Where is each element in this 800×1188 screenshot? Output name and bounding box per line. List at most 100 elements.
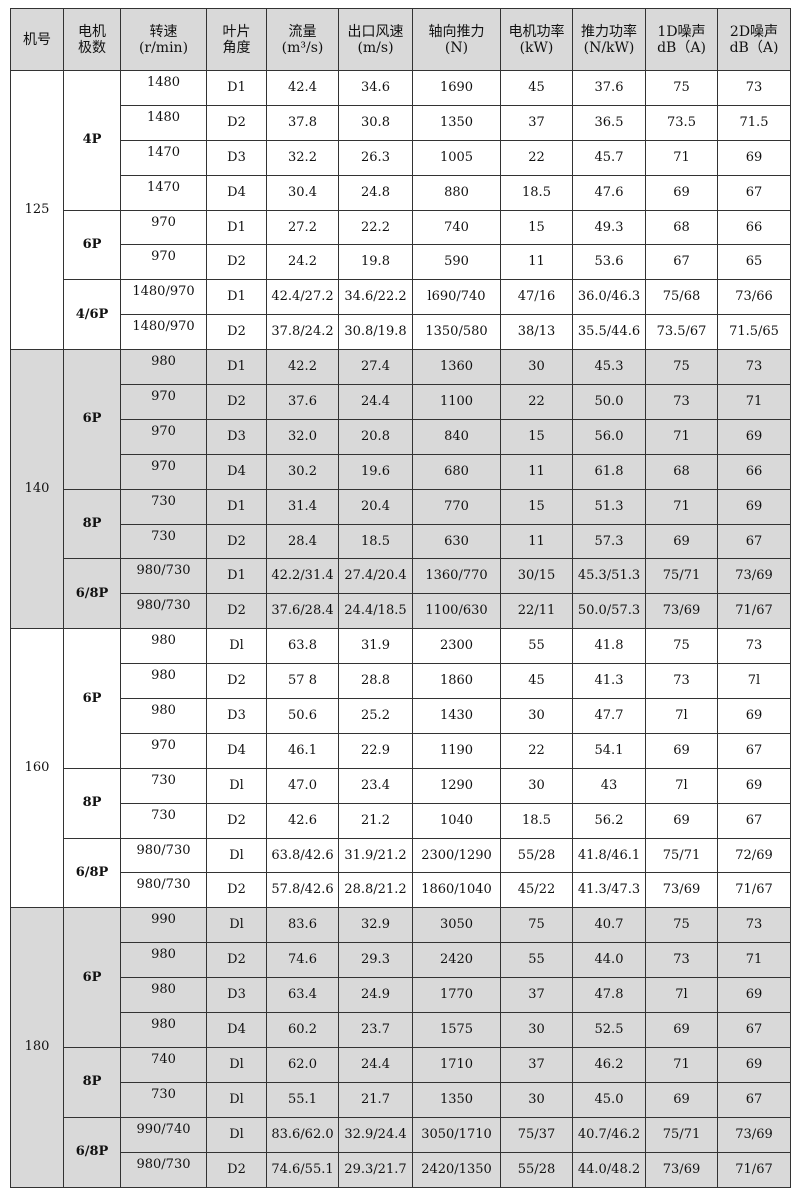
table-row: 980/730 D2 37.6/28.4 24.4/18.5 1100/630 22/11… bbox=[11, 593, 791, 630]
model-cell: 140 bbox=[10, 349, 64, 630]
blade-angle-cell: D1 bbox=[206, 349, 267, 386]
outlet-velocity-cell: 32.9/24.4 bbox=[338, 1116, 413, 1153]
table-row: 1470 D4 30.4 24.8 880 18.5 47.6 69 67 bbox=[11, 174, 791, 211]
noise-2d-cell: 67 bbox=[717, 732, 791, 769]
header-blade-angle: 叶片 角度 bbox=[206, 8, 267, 71]
thrust-power-cell: 54.1 bbox=[572, 732, 646, 769]
header-text: (r/min) bbox=[138, 39, 189, 56]
axial-thrust-cell: 680 bbox=[412, 453, 501, 490]
header-flow: 流量 (m³/s) bbox=[266, 8, 339, 71]
axial-thrust-cell: 740 bbox=[412, 209, 501, 246]
speed-cell: 1480 bbox=[120, 104, 207, 141]
flow-cell: 32.0 bbox=[266, 418, 339, 455]
noise-2d-cell: 69 bbox=[717, 488, 791, 525]
poles-cell: 6P bbox=[63, 209, 121, 281]
noise-1d-cell: 73/69 bbox=[645, 593, 718, 630]
noise-1d-cell: 75/71 bbox=[645, 837, 718, 874]
noise-1d-cell: 71 bbox=[645, 488, 718, 525]
flow-cell: 37.8 bbox=[266, 104, 339, 141]
table-row: 1480 D2 37.8 30.8 1350 37 36.5 73.5 71.5 bbox=[11, 104, 791, 141]
noise-1d-cell: 71 bbox=[645, 139, 718, 176]
noise-1d-cell: 73 bbox=[645, 942, 718, 979]
thrust-power-cell: 45.7 bbox=[572, 139, 646, 176]
speed-cell: 730 bbox=[120, 1081, 207, 1118]
flow-cell: 50.6 bbox=[266, 698, 339, 734]
noise-1d-cell: 75/71 bbox=[645, 558, 718, 595]
outlet-velocity-cell: 21.2 bbox=[338, 802, 413, 839]
flow-cell: 32.2 bbox=[266, 139, 339, 176]
table-row: 980 D2 57 8 28.8 1860 45 41.3 73 7l bbox=[11, 663, 791, 700]
header-text: 出口风速 bbox=[347, 23, 404, 40]
noise-1d-cell: 68 bbox=[645, 453, 718, 490]
axial-thrust-cell: 1575 bbox=[412, 1012, 501, 1048]
header-text: (m³/s) bbox=[281, 39, 324, 56]
blade-angle-cell: Dl bbox=[206, 1046, 267, 1083]
table-row: 8P 730 Dl 47.0 23.4 1290 30 43 7l 69 bbox=[11, 767, 791, 839]
header-noise-1d: 1D噪声 dB（A) bbox=[645, 8, 718, 71]
noise-2d-cell: 73/66 bbox=[717, 279, 791, 316]
motor-power-cell: 45 bbox=[500, 663, 573, 700]
blade-angle-cell: D2 bbox=[206, 244, 267, 281]
motor-power-cell: 45 bbox=[500, 70, 573, 106]
speed-cell: 980 bbox=[120, 628, 207, 665]
poles-cell: 4/6P bbox=[63, 279, 121, 351]
axial-thrust-cell: 770 bbox=[412, 488, 501, 525]
table-row: 4/6P 1480/970 D1 42.4/27.2 34.6/22.2 l690/740… bbox=[11, 279, 791, 351]
thrust-power-cell: 40.7/46.2 bbox=[572, 1116, 646, 1153]
outlet-velocity-cell: 29.3/21.7 bbox=[338, 1151, 413, 1188]
axial-thrust-cell: 2420 bbox=[412, 942, 501, 979]
header-text: 电机功率 bbox=[508, 23, 565, 40]
speed-cell: 730 bbox=[120, 767, 207, 804]
outlet-velocity-cell: 25.2 bbox=[338, 698, 413, 734]
outlet-velocity-cell: 32.9 bbox=[338, 907, 413, 944]
thrust-power-cell: 41.3 bbox=[572, 663, 646, 700]
noise-1d-cell: 73 bbox=[645, 663, 718, 700]
outlet-velocity-cell: 29.3 bbox=[338, 942, 413, 979]
table-row: 980/730 D2 57.8/42.6 28.8/21.2 1860/1040 45/2… bbox=[11, 872, 791, 909]
axial-thrust-cell: 880 bbox=[412, 174, 501, 211]
poles-cell: 8P bbox=[63, 488, 121, 560]
model-cell: 125 bbox=[10, 69, 64, 351]
flow-cell: 47.0 bbox=[266, 767, 339, 804]
blade-angle-cell: D1 bbox=[206, 488, 267, 525]
outlet-velocity-cell: 23.7 bbox=[338, 1012, 413, 1048]
flow-cell: 42.4 bbox=[266, 70, 339, 106]
poles-cell: 6P bbox=[63, 349, 121, 490]
flow-cell: 37.8/24.2 bbox=[266, 314, 339, 351]
blade-angle-cell: D1 bbox=[206, 279, 267, 316]
flow-cell: 63.8/42.6 bbox=[266, 837, 339, 874]
outlet-velocity-cell: 20.4 bbox=[338, 488, 413, 525]
thrust-power-cell: 50.0 bbox=[572, 384, 646, 420]
model-cell: 180 bbox=[10, 907, 64, 1188]
motor-power-cell: 22 bbox=[500, 732, 573, 769]
outlet-velocity-cell: 31.9 bbox=[338, 628, 413, 665]
outlet-velocity-cell: 28.8 bbox=[338, 663, 413, 700]
table-row: 980 D4 60.2 23.7 1575 30 52.5 69 67 bbox=[11, 1012, 791, 1048]
header-poles: 电机 极数 bbox=[63, 8, 121, 71]
blade-angle-cell: D1 bbox=[206, 209, 267, 246]
blade-angle-cell: D4 bbox=[206, 174, 267, 211]
thrust-power-cell: 49.3 bbox=[572, 209, 646, 246]
outlet-velocity-cell: 20.8 bbox=[338, 418, 413, 455]
thrust-power-cell: 50.0/57.3 bbox=[572, 593, 646, 630]
table-row: 730 D2 28.4 18.5 630 11 57.3 69 67 bbox=[11, 523, 791, 560]
header-text: (m/s) bbox=[357, 39, 394, 56]
noise-2d-cell: 67 bbox=[717, 1081, 791, 1118]
noise-1d-cell: 69 bbox=[645, 174, 718, 211]
blade-angle-cell: D2 bbox=[206, 1151, 267, 1188]
speed-cell: 990/740 bbox=[120, 1116, 207, 1153]
axial-thrust-cell: 3050 bbox=[412, 907, 501, 944]
motor-power-cell: 75/37 bbox=[500, 1116, 573, 1153]
noise-1d-cell: 68 bbox=[645, 209, 718, 246]
noise-1d-cell: 75 bbox=[645, 628, 718, 665]
speed-cell: 1480/970 bbox=[120, 279, 207, 316]
thrust-power-cell: 41.3/47.3 bbox=[572, 872, 646, 909]
speed-cell: 1470 bbox=[120, 139, 207, 176]
noise-2d-cell: 73/69 bbox=[717, 558, 791, 595]
speed-cell: 1480 bbox=[120, 70, 207, 106]
header-noise-2d: 2D噪声 dB（A) bbox=[717, 8, 791, 71]
table-row: 730 D2 42.6 21.2 1040 18.5 56.2 69 67 bbox=[11, 802, 791, 839]
axial-thrust-cell: 630 bbox=[412, 523, 501, 560]
blade-angle-cell: D2 bbox=[206, 384, 267, 420]
flow-cell: 37.6/28.4 bbox=[266, 593, 339, 630]
